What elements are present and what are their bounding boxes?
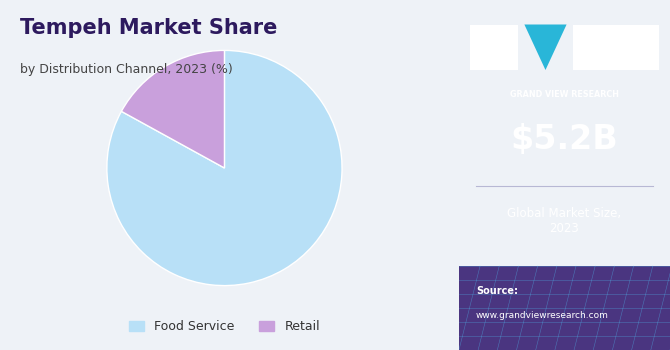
Text: www.grandviewresearch.com: www.grandviewresearch.com	[476, 310, 609, 320]
Polygon shape	[525, 25, 567, 70]
FancyBboxPatch shape	[573, 25, 659, 70]
Wedge shape	[107, 50, 342, 286]
FancyBboxPatch shape	[470, 25, 518, 70]
Text: GRAND VIEW RESEARCH: GRAND VIEW RESEARCH	[510, 90, 619, 99]
Text: $5.2B: $5.2B	[511, 124, 618, 156]
FancyBboxPatch shape	[459, 266, 670, 350]
Text: Global Market Size,
2023: Global Market Size, 2023	[507, 206, 622, 235]
Text: Tempeh Market Share: Tempeh Market Share	[20, 18, 277, 37]
Text: by Distribution Channel, 2023 (%): by Distribution Channel, 2023 (%)	[20, 63, 233, 76]
Legend: Food Service, Retail: Food Service, Retail	[124, 315, 325, 338]
Text: Source:: Source:	[476, 286, 518, 295]
Wedge shape	[121, 50, 224, 168]
